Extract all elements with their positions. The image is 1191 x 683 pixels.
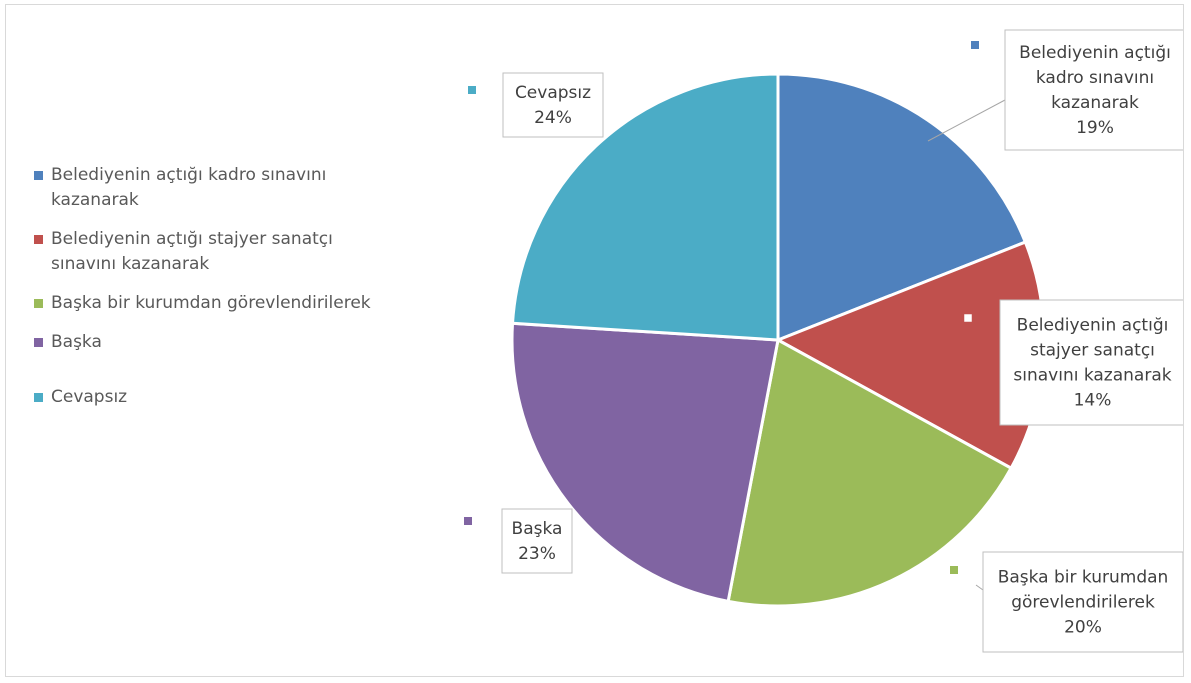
data-label-value: 19%	[1076, 118, 1114, 138]
pie-slice	[776, 72, 1028, 343]
data-label-text: Belediyenin açtığı	[1017, 316, 1169, 336]
data-label-text: Başka bir kurumdan	[998, 568, 1169, 588]
data-label-marker	[971, 41, 979, 49]
data-label-text: Belediyenin açtığı	[1019, 43, 1171, 63]
data-label-text: Başka	[512, 519, 563, 539]
data-label-value: 20%	[1064, 618, 1102, 638]
data-label: Belediyenin açtığı stajyer sanatçı sınavın…	[961, 299, 1183, 426]
data-label-box	[501, 508, 573, 574]
legend-label: Başka	[51, 332, 102, 352]
data-label-box	[999, 299, 1183, 426]
legend-label: Belediyenin açtığı stajyer sanatçı sınav…	[51, 229, 333, 274]
data-label-text: kazanarak	[1051, 93, 1139, 113]
data-label: Belediyenin açtığı kadro sınavını kazanara…	[927, 29, 1183, 151]
data-label-marker	[464, 517, 472, 525]
data-label-text: sınavını kazanarak	[1013, 366, 1171, 386]
data-label-text: kadro sınavını	[1036, 68, 1154, 88]
legend-swatch	[34, 338, 43, 347]
legend-label: Başka bir kurumdan görevlendirilerek	[51, 293, 371, 313]
data-label-value: 24%	[534, 108, 572, 128]
legend-item: Belediyenin açtığı kadro sınavını kazana…	[34, 163, 394, 213]
data-label-box	[982, 551, 1183, 653]
legend-item: Belediyenin açtığı stajyer sanatçı sınav…	[34, 227, 394, 277]
pie-slices	[510, 72, 1046, 608]
legend-swatch	[34, 393, 43, 402]
leader-line	[975, 584, 984, 591]
legend-item: Cevapsız	[34, 385, 394, 410]
data-label: Başka bir kurumdan görevlendirilerek 20%	[950, 551, 1183, 653]
legend-swatch	[34, 299, 43, 308]
legend-swatch	[34, 171, 43, 180]
data-label-box	[1004, 29, 1183, 151]
legend-label: Belediyenin açtığı kadro sınavını kazana…	[51, 165, 327, 210]
data-label: Cevapsız 24%	[468, 72, 604, 138]
pie-slice	[510, 321, 780, 604]
data-label-value: 14%	[1074, 391, 1112, 411]
data-label-value: 23%	[518, 544, 556, 564]
data-label-text: görevlendirilerek	[1011, 593, 1155, 613]
pie-slice	[726, 337, 1014, 608]
legend-item: Başka	[34, 330, 394, 355]
leader-line	[927, 99, 1006, 142]
data-label-marker	[468, 86, 476, 94]
legend-item: Başka bir kurumdan görevlendirilerek	[34, 291, 394, 316]
data-label: Başka 23%	[464, 508, 573, 574]
legend: Belediyenin açtığı kadro sınavını kazana…	[34, 163, 394, 424]
data-label-text: stajyer sanatçı	[1030, 341, 1155, 361]
legend-label: Cevapsız	[51, 387, 128, 407]
data-label-marker	[961, 311, 975, 325]
pie-slice	[510, 72, 780, 342]
data-label-text: Cevapsız	[515, 83, 591, 103]
data-label-box	[502, 72, 604, 138]
data-label-marker	[950, 566, 958, 574]
legend-swatch	[34, 235, 43, 244]
data-labels: Belediyenin açtığı kadro sınavını kazanara…	[464, 29, 1183, 653]
